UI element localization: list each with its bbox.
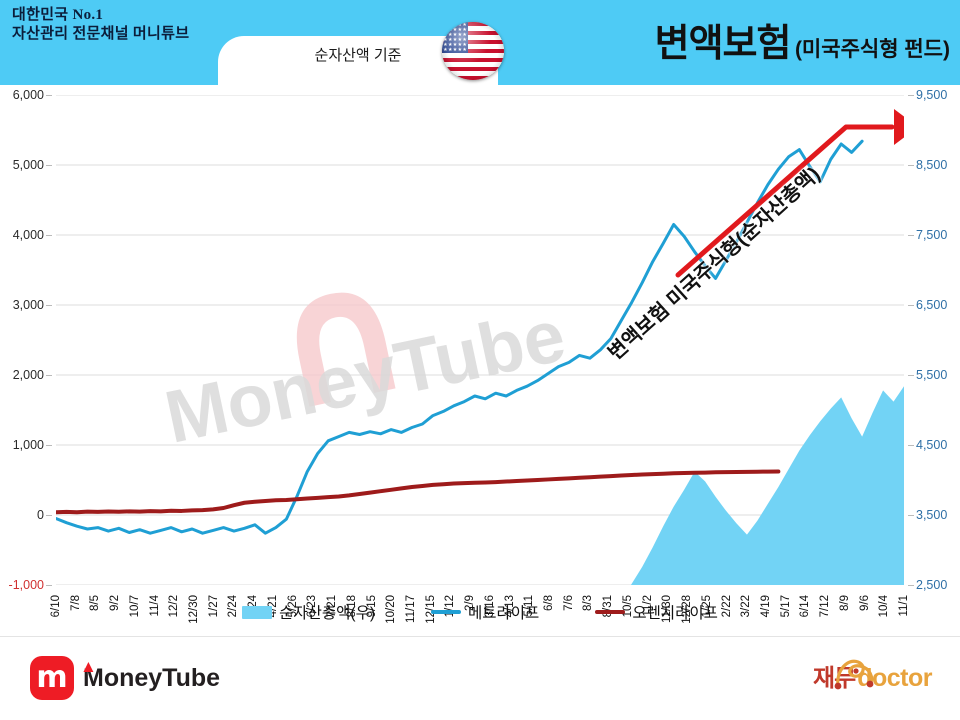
brand-line-2: 자산관리 전문채널 머니튜브 (12, 26, 190, 43)
stethoscope-icon (834, 659, 874, 690)
chart-legend: 순자산총액(우) 메트라이프 오렌지라이프 (0, 596, 960, 628)
header-band: 대한민국 No.1 자산관리 전문채널 머니튜브 순자산액 기준 ★★★★★★★… (0, 0, 960, 85)
y-axis-right-tick: 7,500 (916, 228, 948, 242)
brand-block: 대한민국 No.1 자산관리 전문채널 머니튜브 (12, 6, 189, 44)
y-axis-right-tick: 8,500 (916, 158, 948, 172)
y-axis-left: 6,000 5,000 4,000 3,000 2,000 1,000 0 -1,000 (0, 88, 52, 592)
moneytube-wordmark-text: MoneyTube (83, 663, 221, 692)
y-axis-right-tick: 4,500 (916, 438, 948, 452)
chart-subtitle: 순자산액 기준 (314, 47, 402, 64)
moneytube-mark-letter: m (36, 660, 68, 695)
moneytube-accent-icon: ▲ (80, 656, 97, 676)
moneytube-wordmark: ▲ MoneyTube (80, 657, 221, 693)
y-axis-left-tick: 6,000 (12, 88, 44, 102)
footer: m ▲ MoneyTube 재무 doctor (0, 636, 960, 720)
y-axis-right: 9,500 8,500 7,500 6,500 5,500 4,500 3,500 2,500 (908, 88, 958, 592)
y-axis-right-tick: 2,500 (916, 578, 948, 592)
series-line-metlife (54, 139, 864, 535)
legend-item[interactable]: 오렌지라이프 (595, 601, 718, 623)
jaemu-doctor-logo: 재무 doctor (813, 658, 932, 693)
legend-item[interactable]: 메트라이프 (431, 601, 539, 623)
page-title: 변액보험 (미국주식형 펀드) (655, 12, 950, 67)
chart-svg (54, 94, 918, 720)
page-title-main: 변액보험 (654, 23, 792, 65)
series-area-net-assets (56, 386, 904, 720)
y-axis-right-tick: 3,500 (916, 508, 948, 522)
legend-label: 메트라이프 (468, 605, 540, 622)
y-axis-right-tick: 9,500 (916, 88, 948, 102)
legend-item[interactable]: 순자산총액(우) (242, 601, 375, 623)
legend-swatch-icon (595, 610, 626, 614)
legend-swatch-icon (242, 605, 273, 619)
y-axis-left-tick: -1,000 (8, 578, 44, 592)
y-axis-left-tick: 5,000 (12, 158, 44, 172)
brand-line-1: 대한민국 No.1 (12, 7, 104, 23)
legend-swatch-icon (431, 610, 461, 614)
us-flag-icon: ★★★★★★★★★★★★★★★★★★★★★★★★★★★★★★ (442, 22, 504, 80)
y-axis-right-tick: 6,500 (916, 298, 948, 312)
moneytube-mark-icon: m (30, 656, 74, 700)
moneytube-logo: m ▲ MoneyTube (30, 656, 220, 700)
y-axis-left-tick: 4,000 (12, 228, 44, 242)
chart-container: 6,000 5,000 4,000 3,000 2,000 1,000 0 -1,000 9,… (0, 85, 960, 720)
y-axis-left-tick: 3,000 (12, 298, 44, 312)
trend-arrow (675, 124, 895, 278)
legend-label: 순자산총액(우) (279, 605, 375, 622)
y-axis-left-tick: 2,000 (12, 368, 44, 382)
plot-area (54, 94, 918, 720)
trend-arrow-head (894, 109, 918, 145)
series-line-orangelife (54, 469, 781, 515)
footer-divider (0, 636, 960, 637)
y-axis-right-tick: 5,500 (916, 368, 948, 382)
y-axis-left-tick: 0 (37, 508, 44, 522)
page-title-sub: (미국주식형 펀드) (794, 38, 950, 61)
y-axis-left-tick: 1,000 (12, 438, 44, 452)
legend-label: 오렌지라이프 (632, 605, 718, 622)
